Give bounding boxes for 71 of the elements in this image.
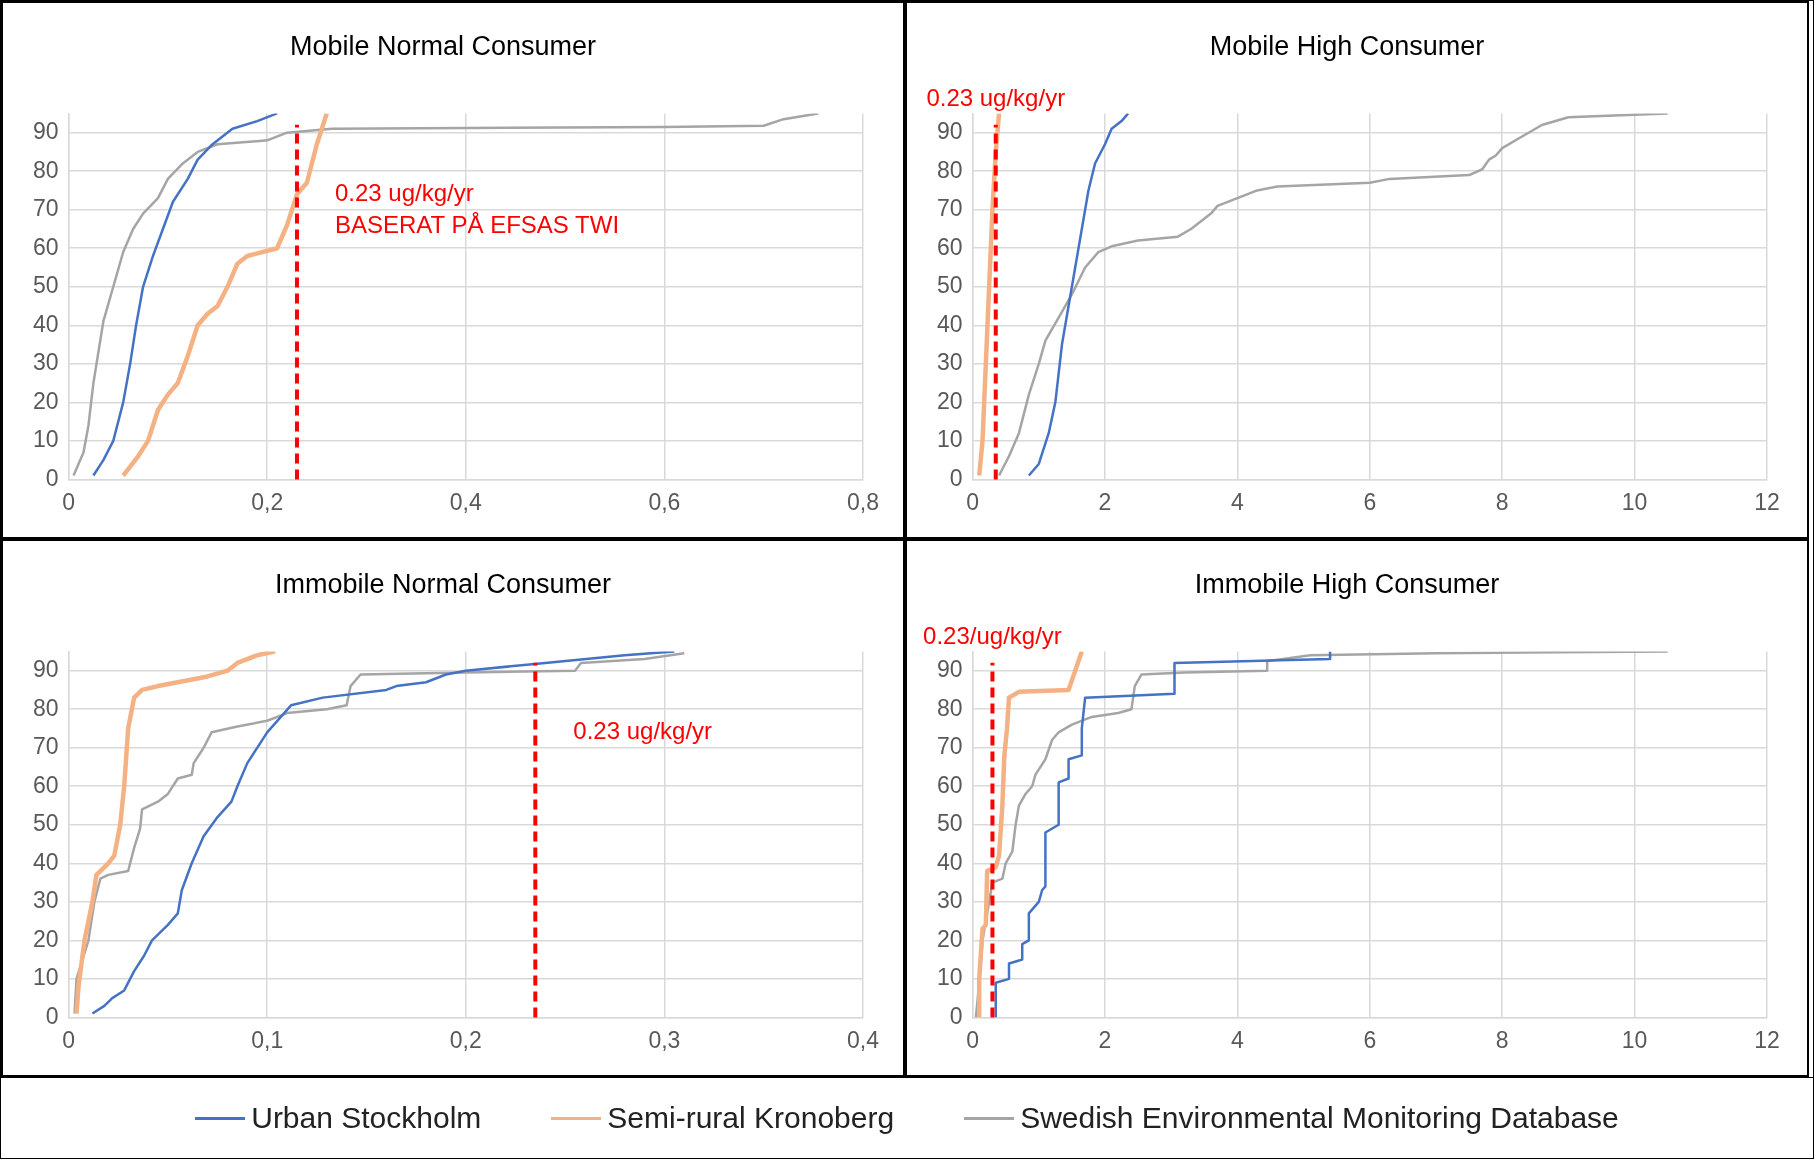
y-tick-label: 40 bbox=[936, 848, 963, 875]
y-tick-label: 0 bbox=[45, 1002, 59, 1029]
x-tick-label: 0,6 bbox=[648, 488, 681, 515]
x-tick-label: 0,4 bbox=[449, 488, 482, 515]
chart-title: Mobile High Consumer bbox=[1209, 30, 1485, 61]
y-tick-label: 60 bbox=[936, 771, 963, 798]
y-tick-label: 50 bbox=[936, 810, 963, 837]
x-tick-label: 4 bbox=[1230, 1026, 1244, 1053]
y-tick-label: 90 bbox=[32, 118, 59, 145]
y-tick-label: 10 bbox=[936, 964, 963, 991]
x-tick-label: 0,2 bbox=[251, 488, 284, 515]
y-tick-label: 90 bbox=[936, 118, 963, 145]
x-tick-label: 0,2 bbox=[449, 1026, 482, 1053]
y-tick-label: 60 bbox=[32, 771, 59, 798]
x-tick-label: 6 bbox=[1363, 1026, 1377, 1053]
chart-title: Immobile Normal Consumer bbox=[274, 568, 612, 599]
y-tick-label: 40 bbox=[936, 310, 963, 337]
y-tick-label: 80 bbox=[936, 694, 963, 721]
y-tick-label: 20 bbox=[936, 925, 963, 952]
x-tick-label: 2 bbox=[1098, 1026, 1112, 1053]
y-tick-label: 70 bbox=[32, 733, 59, 760]
y-tick-label: 40 bbox=[32, 848, 59, 875]
x-tick-label: 0,1 bbox=[251, 1026, 284, 1053]
y-tick-label: 70 bbox=[936, 195, 963, 222]
ref-line-label: 0.23/ug/kg/yr bbox=[923, 622, 1062, 650]
y-tick-label: 60 bbox=[936, 233, 963, 260]
y-tick-label: 20 bbox=[32, 925, 59, 952]
x-tick-label: 12 bbox=[1754, 1026, 1780, 1053]
y-tick-label: 90 bbox=[32, 656, 59, 683]
y-tick-label: 10 bbox=[936, 426, 963, 453]
x-tick-label: 10 bbox=[1621, 488, 1648, 515]
x-tick-label: 8 bbox=[1495, 1026, 1509, 1053]
x-tick-label: 12 bbox=[1754, 488, 1780, 515]
y-tick-label: 60 bbox=[32, 233, 59, 260]
y-tick-label: 30 bbox=[32, 349, 59, 376]
ref-line-label: 0.23 ug/kg/yr bbox=[573, 716, 713, 744]
y-tick-label: 40 bbox=[32, 310, 59, 337]
y-tick-label: 0 bbox=[45, 464, 59, 491]
ref-line-label: 0.23 ug/kg/yr BASERAT PÅ EFSAS TWI bbox=[334, 178, 620, 238]
x-tick-label: 0,4 bbox=[847, 1026, 880, 1053]
y-tick-label: 90 bbox=[936, 656, 963, 683]
y-tick-label: 30 bbox=[936, 349, 963, 376]
y-tick-label: 30 bbox=[32, 887, 59, 914]
y-tick-label: 50 bbox=[936, 272, 963, 299]
y-tick-label: 10 bbox=[32, 964, 59, 991]
y-tick-label: 70 bbox=[32, 195, 59, 222]
y-tick-label: 50 bbox=[32, 272, 59, 299]
x-tick-label: 8 bbox=[1495, 488, 1509, 515]
chart-title: Immobile High Consumer bbox=[1194, 568, 1500, 599]
legend-label: Semi-rural Kronoberg bbox=[607, 1101, 895, 1135]
legend-label: Urban Stockholm bbox=[251, 1101, 482, 1135]
y-tick-label: 0 bbox=[949, 1002, 963, 1029]
y-tick-label: 0 bbox=[949, 464, 963, 491]
y-tick-label: 70 bbox=[936, 733, 963, 760]
x-tick-label: 0,8 bbox=[847, 488, 879, 515]
x-tick-label: 0,3 bbox=[648, 1026, 681, 1053]
y-tick-label: 50 bbox=[32, 810, 59, 837]
y-tick-label: 80 bbox=[32, 694, 59, 721]
y-tick-label: 80 bbox=[32, 156, 59, 183]
y-tick-label: 30 bbox=[936, 887, 963, 914]
y-tick-label: 80 bbox=[936, 156, 963, 183]
x-tick-label: 10 bbox=[1621, 1026, 1648, 1053]
y-tick-label: 20 bbox=[936, 387, 963, 414]
x-tick-label: 2 bbox=[1098, 488, 1112, 515]
legend-label: Swedish Environmental Monitoring Database bbox=[1020, 1101, 1619, 1135]
ref-line-label: 0.23 ug/kg/yr bbox=[926, 84, 1066, 112]
chart-title: Mobile Normal Consumer bbox=[289, 30, 597, 61]
y-tick-label: 10 bbox=[32, 426, 59, 453]
x-tick-label: 6 bbox=[1363, 488, 1377, 515]
x-tick-label: 4 bbox=[1230, 488, 1244, 515]
y-tick-label: 20 bbox=[32, 387, 59, 414]
